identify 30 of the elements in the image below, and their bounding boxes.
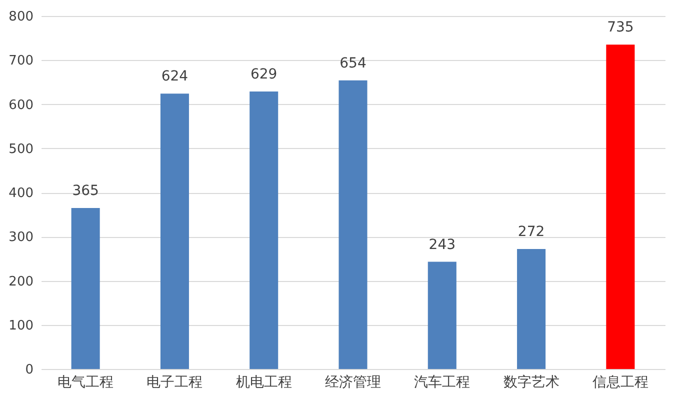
y-tick-label: 700 xyxy=(8,54,34,69)
x-tick-label: 经济管理 xyxy=(325,374,381,390)
x-tick-label: 信息工程 xyxy=(592,374,648,390)
data-label: 624 xyxy=(161,68,188,85)
data-label: 243 xyxy=(428,236,456,253)
y-tick-label: 500 xyxy=(8,142,34,157)
y-tick-label: 100 xyxy=(8,318,34,334)
y-tick-label: 200 xyxy=(8,274,34,290)
y-tick-label: 400 xyxy=(8,186,34,201)
x-tick-label: 数字艺术 xyxy=(503,374,560,390)
data-label: 629 xyxy=(250,66,278,82)
bar xyxy=(606,44,635,369)
x-tick-label: 汽车工程 xyxy=(414,374,470,390)
data-label: 272 xyxy=(518,224,545,240)
bar xyxy=(338,80,368,369)
bar xyxy=(71,208,100,369)
x-tick-label: 机电工程 xyxy=(236,374,292,390)
x-tick-label: 电气工程 xyxy=(58,374,114,390)
bar xyxy=(517,248,546,369)
y-tick-label: 800 xyxy=(8,10,34,24)
data-label: 735 xyxy=(607,20,634,36)
bar xyxy=(250,91,278,369)
x-tick-label: 电子工程 xyxy=(146,374,203,390)
bar xyxy=(428,262,456,369)
y-tick-label: 300 xyxy=(8,230,34,246)
y-tick-label: 0 xyxy=(25,362,34,378)
data-label: 654 xyxy=(340,55,366,72)
data-label: 365 xyxy=(72,182,99,199)
bar xyxy=(160,94,189,369)
y-tick-label: 600 xyxy=(8,98,34,113)
